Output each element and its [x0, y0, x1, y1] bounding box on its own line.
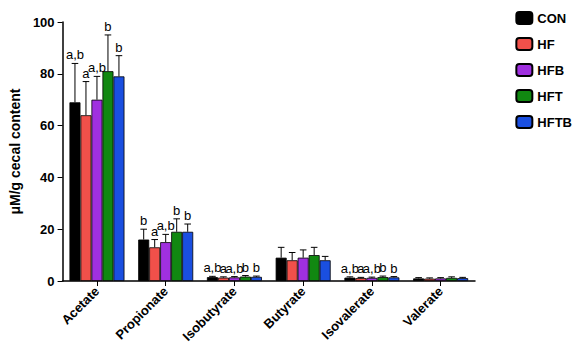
svg-text:b: b: [379, 260, 386, 275]
svg-text:Isovalerate: Isovalerate: [319, 284, 378, 343]
svg-text:a,b: a,b: [66, 47, 84, 62]
svg-text:60: 60: [40, 118, 54, 133]
svg-text:0: 0: [47, 274, 54, 289]
svg-text:80: 80: [40, 66, 54, 81]
svg-text:Acetate: Acetate: [58, 284, 102, 328]
svg-text:b: b: [104, 19, 111, 34]
svg-text:μM/g cecal content: μM/g cecal content: [7, 88, 23, 214]
svg-text:b: b: [115, 40, 122, 55]
svg-text:100: 100: [33, 15, 55, 30]
svg-text:a: a: [219, 260, 227, 276]
svg-text:a,b: a,b: [363, 261, 381, 276]
svg-text:HF: HF: [537, 37, 554, 52]
svg-text:a: a: [82, 65, 90, 81]
svg-text:Valerate: Valerate: [400, 284, 446, 330]
svg-text:a: a: [357, 261, 365, 277]
svg-text:a,b: a,b: [88, 60, 106, 75]
svg-text:b: b: [173, 203, 180, 218]
svg-text:HFTB: HFTB: [537, 115, 572, 130]
svg-text:b: b: [390, 261, 397, 276]
svg-text:Butyrate: Butyrate: [261, 284, 309, 332]
svg-text:20: 20: [40, 222, 54, 237]
svg-text:b: b: [140, 213, 147, 228]
svg-text:a: a: [151, 223, 159, 239]
svg-text:b: b: [242, 260, 249, 275]
svg-text:HFB: HFB: [537, 63, 564, 78]
svg-text:a,b: a,b: [157, 218, 175, 233]
svg-text:CON: CON: [537, 11, 566, 26]
svg-text:a,b: a,b: [341, 261, 359, 276]
svg-text:HFT: HFT: [537, 89, 562, 104]
svg-text:a,b: a,b: [225, 261, 243, 276]
svg-text:b: b: [184, 208, 191, 223]
svg-text:40: 40: [40, 170, 54, 185]
svg-text:b: b: [253, 260, 260, 275]
svg-text:Isobutyrate: Isobutyrate: [180, 284, 240, 344]
svg-text:Propionate: Propionate: [112, 284, 171, 343]
svg-text:a,b: a,b: [203, 260, 221, 275]
